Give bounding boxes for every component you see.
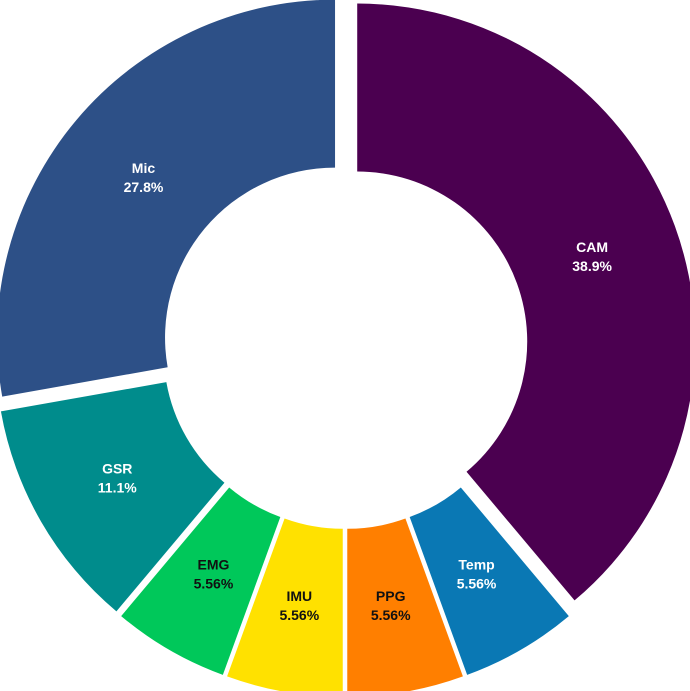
slice-label-imu: IMU bbox=[286, 588, 312, 604]
slice-percent-emg: 5.56% bbox=[194, 576, 234, 592]
slice-label-temp: Temp bbox=[458, 557, 494, 573]
slice-percent-cam: 38.9% bbox=[572, 258, 612, 274]
slice-temp bbox=[409, 487, 569, 675]
slice-label-emg: EMG bbox=[198, 557, 230, 573]
slice-label-gsr: GSR bbox=[102, 461, 132, 477]
slice-mic bbox=[0, 0, 336, 397]
slice-label-cam: CAM bbox=[576, 239, 608, 255]
slice-emg bbox=[121, 487, 281, 675]
slice-percent-gsr: 11.1% bbox=[98, 480, 137, 496]
slice-percent-temp: 5.56% bbox=[457, 576, 497, 592]
slice-percent-imu: 5.56% bbox=[279, 607, 319, 623]
slice-gsr bbox=[0, 382, 225, 612]
slice-label-ppg: PPG bbox=[376, 588, 406, 604]
slice-percent-mic: 27.8% bbox=[124, 179, 164, 195]
slice-cam bbox=[357, 3, 690, 601]
slice-label-mic: Mic bbox=[132, 160, 156, 176]
slice-imu bbox=[227, 518, 343, 691]
slice-percent-ppg: 5.56% bbox=[371, 607, 411, 623]
slice-ppg bbox=[347, 518, 463, 691]
